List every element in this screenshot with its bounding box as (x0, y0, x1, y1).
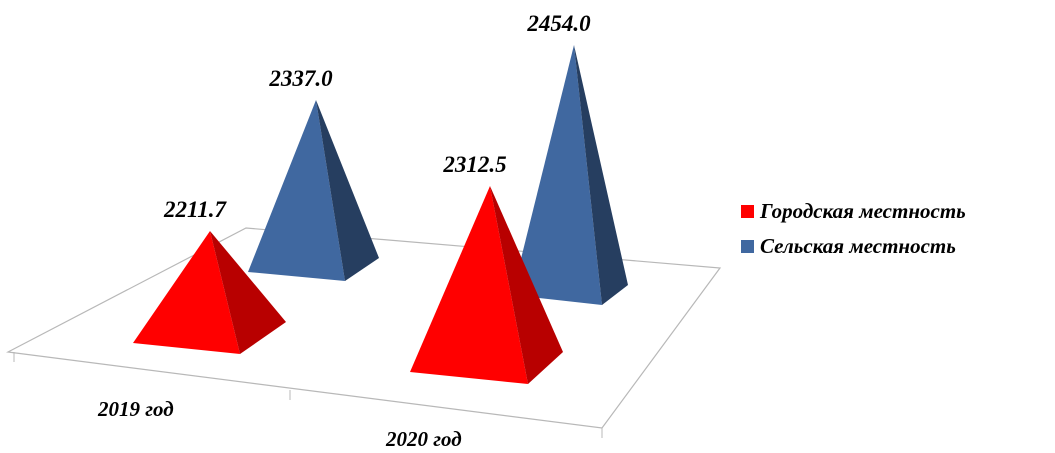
legend-swatch-urban (741, 205, 754, 218)
value-label-rural-2: 2454.0 (526, 11, 591, 36)
pyramid-front-face (512, 45, 602, 305)
bar-urban-1 (133, 231, 286, 354)
pyramid-side-face (574, 45, 628, 305)
pyramid-front-face (410, 186, 528, 384)
pyramid-side-face (210, 231, 286, 354)
chart-bars (133, 45, 628, 384)
value-label-urban-1: 2211.7 (163, 197, 227, 222)
legend-label-urban: Городская местность (759, 199, 966, 223)
value-labels: 2337.0 2454.0 2211.7 2312.5 (163, 11, 591, 222)
value-label-urban-2: 2312.5 (442, 152, 506, 177)
category-label-2020: 2020 год (385, 427, 462, 451)
pyramid-side-face (316, 100, 379, 281)
bar-rural-2 (512, 45, 628, 305)
pyramid-side-face (490, 186, 563, 384)
category-label-2019: 2019 год (97, 397, 174, 421)
value-label-rural-1: 2337.0 (268, 66, 333, 91)
legend-label-rural: Сельская местность (760, 234, 956, 258)
bar-urban-2 (410, 186, 563, 384)
legend-swatch-rural (741, 240, 754, 253)
chart-floor (6, 227, 722, 429)
pyramid-front-face (133, 231, 240, 354)
bar-rural-1 (248, 100, 379, 281)
legend: Городская местность Сельская местность (741, 199, 966, 258)
pyramid-front-face (248, 100, 345, 281)
